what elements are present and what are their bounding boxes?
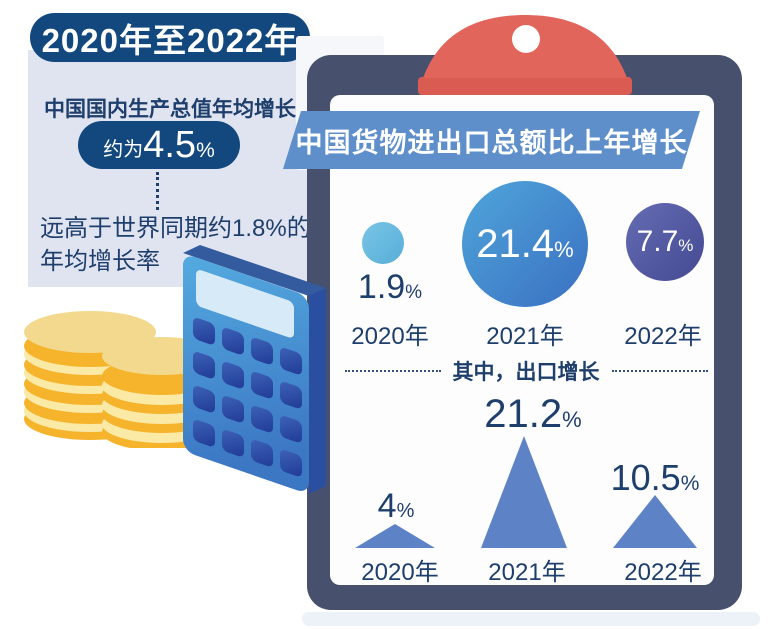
value-text: 7.7 [636, 225, 679, 258]
gdp-value-prefix: 约为 [103, 138, 144, 161]
year-label-export-2021: 2021年 [488, 559, 566, 586]
value-text: 21.2 [484, 392, 563, 436]
triangle-2022 [613, 495, 697, 548]
unit-text: % [554, 236, 574, 262]
period-title-pill: 2020年至2022年 [30, 13, 310, 62]
value-text: 4 [377, 487, 397, 525]
section-divider: 其中，出口增长 [340, 356, 712, 386]
bubble-2021: 21.4% [462, 181, 588, 307]
bubble-2020-value: 1.9% [335, 268, 445, 307]
dotted-connector [156, 172, 159, 210]
period-title: 2020年至2022年 [41, 21, 299, 59]
clipboard-banner: 中国货物进出口总额比上年增长 [283, 111, 700, 169]
gdp-note-line2: 年均增长率 [40, 248, 160, 275]
triangle-2021-value: 21.2% [473, 392, 593, 437]
unit-text: % [405, 282, 423, 303]
unit-text: % [678, 236, 694, 255]
year-label-export-2020: 2020年 [361, 559, 439, 586]
year-label-2021: 2021年 [486, 323, 564, 350]
year-label-2020: 2020年 [351, 323, 429, 350]
gdp-note-line1: 远高于世界同期约1.8%的 [40, 215, 311, 242]
bubble-2022: 7.7% [626, 203, 704, 281]
year-label-2022: 2022年 [624, 323, 702, 350]
triangle-2020 [355, 524, 435, 548]
year-label-export-2022: 2022年 [624, 559, 702, 586]
value-text: 21.4 [476, 221, 555, 266]
gdp-value: 4.5 [143, 124, 197, 166]
clipboard-shadow [302, 612, 760, 626]
calculator-icon [183, 245, 326, 494]
value-text: 10.5 [610, 457, 681, 498]
divider-dots-right [611, 370, 708, 372]
bubble-2020 [362, 222, 404, 264]
divider-dots-left [344, 370, 441, 372]
gdp-value-pill: 约为 4.5% [78, 121, 240, 169]
banner-title: 中国货物进出口总额比上年增长 [295, 127, 688, 158]
unit-text: % [562, 407, 582, 432]
divider-label: 其中，出口增长 [452, 361, 600, 384]
gdp-note: 远高于世界同期约1.8%的 年均增长率 [40, 212, 340, 278]
clipboard-clip-icon [418, 15, 632, 95]
triangle-2022-value: 10.5% [595, 457, 715, 499]
gdp-value-unit: % [196, 139, 215, 162]
triangle-2020-value: 4% [346, 487, 446, 526]
unit-text: % [680, 472, 700, 495]
unit-text: % [396, 500, 415, 522]
triangle-2021 [481, 436, 567, 548]
value-text: 1.9 [357, 268, 406, 306]
